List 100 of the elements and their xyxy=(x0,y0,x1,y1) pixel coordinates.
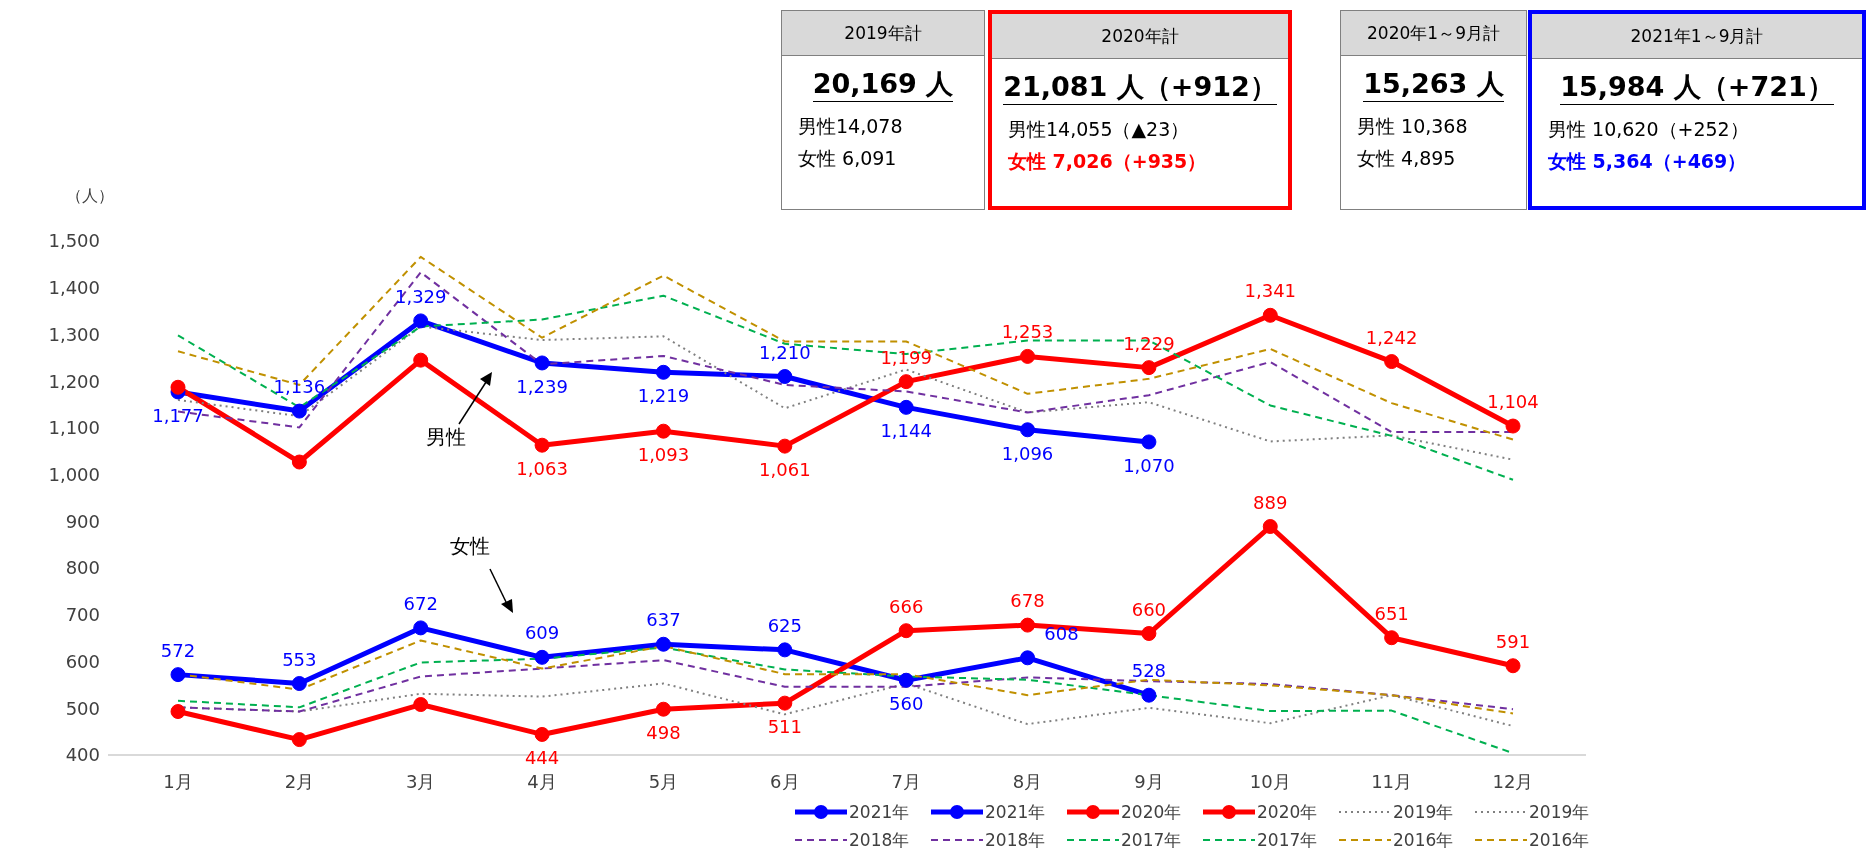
point xyxy=(1262,519,1278,534)
point xyxy=(777,438,793,454)
data-label: 678 xyxy=(1010,590,1045,612)
y-tick-label: 1,100 xyxy=(48,417,100,439)
data-label: 444 xyxy=(524,747,560,769)
x-tick-label: 4月 xyxy=(527,770,557,792)
data-label: 1,177 xyxy=(152,404,204,426)
text: 女性 5,364（+469） xyxy=(1547,149,1748,174)
legend-label: 2016年 xyxy=(1393,828,1454,852)
annotation: 女性 xyxy=(450,533,490,560)
point xyxy=(1141,687,1157,703)
point xyxy=(534,355,550,371)
data-label: 498 xyxy=(646,722,681,744)
point xyxy=(291,676,307,692)
data-label: 572 xyxy=(160,639,196,661)
point xyxy=(413,352,429,368)
data-label: 1,061 xyxy=(759,459,811,481)
text: 2019年計 xyxy=(782,11,984,56)
point xyxy=(534,726,550,742)
point xyxy=(1020,650,1036,666)
data-label: 1,093 xyxy=(637,444,690,466)
data-label: 1,341 xyxy=(1244,280,1297,302)
y-tick-label: 1,400 xyxy=(48,277,100,299)
data-label: 625 xyxy=(767,614,802,636)
x-tick-label: 3月 xyxy=(406,770,436,792)
point xyxy=(291,732,307,748)
x-tick-label: 2月 xyxy=(284,770,315,792)
data-label: 1,239 xyxy=(516,375,568,397)
point xyxy=(655,636,671,652)
text: 2020年1～9月計 xyxy=(1341,11,1526,56)
point xyxy=(413,620,429,636)
point xyxy=(291,454,307,470)
data-label: 1,063 xyxy=(516,458,568,480)
point xyxy=(1141,360,1157,376)
data-label: 511 xyxy=(767,716,802,738)
point xyxy=(170,667,186,683)
point xyxy=(1020,422,1036,438)
legend-label: 2018年 xyxy=(985,828,1046,852)
text: 男性14,055（▲23） xyxy=(1007,117,1191,142)
data-label: 560 xyxy=(889,693,924,715)
legend-label: 2017年 xyxy=(1121,828,1182,852)
data-label: 591 xyxy=(1495,630,1531,652)
data-label: 1,104 xyxy=(1487,391,1539,413)
y-tick-label: 600 xyxy=(65,650,100,672)
point xyxy=(413,697,429,713)
data-label: 651 xyxy=(1374,602,1409,624)
annotation: 男性 xyxy=(426,423,466,451)
x-tick-label: 1月 xyxy=(163,770,193,792)
y-tick-label: 700 xyxy=(65,604,100,626)
text: 15,984 人（+721） xyxy=(1560,71,1834,105)
text: 2021年1～9月計 xyxy=(1532,14,1862,59)
legend-label: 2021年 xyxy=(849,800,910,824)
text: 男性 10,368 xyxy=(1356,114,1469,139)
point xyxy=(534,649,550,665)
data-label: 1,229 xyxy=(1123,332,1175,354)
x-tick-label: 5月 xyxy=(648,770,679,792)
data-label: 1,096 xyxy=(1001,442,1054,464)
point xyxy=(534,437,550,453)
point xyxy=(1262,307,1278,323)
text: 20,169 人 xyxy=(812,68,954,102)
point xyxy=(777,695,793,711)
point xyxy=(898,399,914,415)
point xyxy=(898,623,914,639)
data-label: 666 xyxy=(889,595,924,617)
x-tick-label: 12月 xyxy=(1492,770,1534,792)
y-tick-label: 500 xyxy=(65,697,100,719)
y-tick-label: 1,500 xyxy=(48,230,100,252)
point xyxy=(898,672,914,688)
y-tick-label: 1,000 xyxy=(48,464,100,486)
legend-label: 2017年 xyxy=(1257,828,1318,852)
y-tick-label: 1,300 xyxy=(48,323,100,345)
text: 21,081 人（+912） xyxy=(1003,71,1277,105)
legend-label: 2016年 xyxy=(1529,828,1590,852)
data-label: 1,144 xyxy=(880,420,932,442)
point xyxy=(655,423,671,439)
point xyxy=(413,313,429,329)
point xyxy=(1141,626,1157,642)
data-label: 528 xyxy=(1131,660,1167,682)
y-tick-label: 1,200 xyxy=(48,370,100,392)
y-tick-label: 800 xyxy=(65,557,100,579)
point xyxy=(777,642,793,658)
legend-label: 2020年 xyxy=(1121,800,1182,824)
data-label: 609 xyxy=(524,622,560,644)
x-tick-label: 8月 xyxy=(1012,770,1043,792)
data-label: 637 xyxy=(646,609,681,631)
text: 2020年計 xyxy=(992,14,1288,59)
data-label: 1,329 xyxy=(394,285,447,307)
data-label: 889 xyxy=(1253,491,1288,513)
data-label: 1,253 xyxy=(1001,321,1054,343)
x-tick-label: 7月 xyxy=(891,770,921,792)
point xyxy=(898,374,914,390)
data-label: 660 xyxy=(1131,598,1167,620)
point xyxy=(1505,658,1521,674)
x-tick-label: 10月 xyxy=(1249,770,1291,792)
legend-label: 2021年 xyxy=(985,800,1046,824)
point xyxy=(170,379,186,395)
text: 女性 4,895 xyxy=(1356,146,1457,171)
point xyxy=(1020,617,1036,633)
text: 15,263 人 xyxy=(1363,68,1504,102)
x-tick-label: 11月 xyxy=(1371,770,1413,792)
